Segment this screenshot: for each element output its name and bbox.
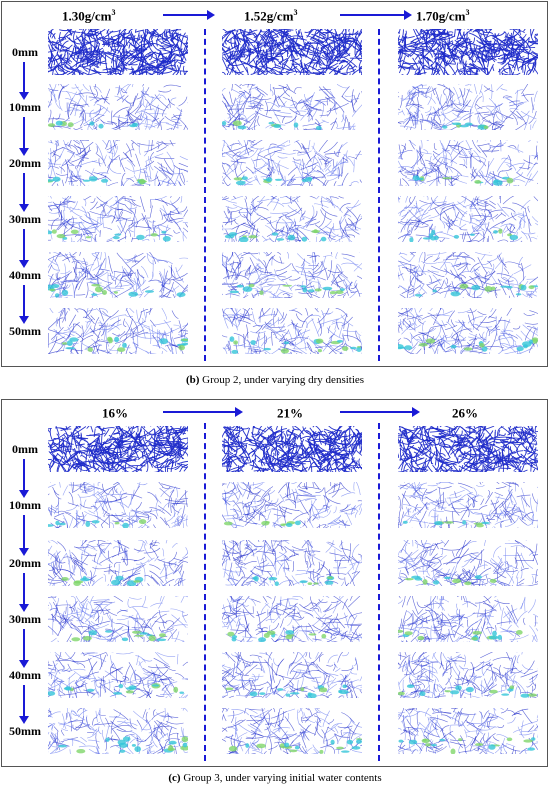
row-label: 20mm xyxy=(9,556,41,570)
fracture-network-image xyxy=(222,140,362,186)
fracture-network-image xyxy=(48,196,188,242)
caption-c: (c) Group 3, under varying initial water… xyxy=(168,772,382,784)
header-arrow-icon xyxy=(163,407,243,417)
column-header-3: 26% xyxy=(452,405,478,421)
row-label: 50mm xyxy=(9,724,41,738)
fracture-network-image xyxy=(48,426,188,472)
fracture-network-image xyxy=(398,708,538,754)
column-header-2: 1.52g/cm3 xyxy=(244,8,298,24)
fracture-network-image xyxy=(222,652,362,698)
row-label: 10mm xyxy=(9,498,41,512)
row-label: 10mm xyxy=(9,100,41,114)
fracture-network-image xyxy=(48,252,188,298)
fracture-network-image xyxy=(398,652,538,698)
fracture-network-image xyxy=(48,652,188,698)
fracture-network-image xyxy=(48,708,188,754)
row-label: 50mm xyxy=(9,324,41,338)
fracture-network-image xyxy=(222,482,362,528)
dashed-divider xyxy=(378,29,380,361)
fracture-network-image xyxy=(222,426,362,472)
fracture-network-image xyxy=(398,252,538,298)
down-arrow-icon xyxy=(19,62,29,100)
fracture-network-image xyxy=(398,596,538,642)
fracture-network-image xyxy=(48,29,188,75)
fracture-network-image xyxy=(398,29,538,75)
dashed-divider xyxy=(204,423,206,761)
fracture-network-image xyxy=(48,540,188,586)
fracture-network-image xyxy=(222,540,362,586)
row-label: 0mm xyxy=(12,442,38,456)
row-label: 30mm xyxy=(9,212,41,226)
down-arrow-icon xyxy=(19,573,29,612)
fracture-network-image xyxy=(222,84,362,130)
fracture-network-image xyxy=(398,426,538,472)
row-label: 30mm xyxy=(9,612,41,626)
header-arrow-icon xyxy=(163,10,215,20)
down-arrow-icon xyxy=(19,229,29,268)
fracture-network-image xyxy=(222,708,362,754)
fracture-network-image xyxy=(222,252,362,298)
fracture-network-image xyxy=(398,482,538,528)
fracture-network-image xyxy=(48,596,188,642)
fracture-network-image xyxy=(398,140,538,186)
dashed-divider xyxy=(204,29,206,361)
down-arrow-icon xyxy=(19,459,29,498)
header-arrow-icon xyxy=(340,10,412,20)
down-arrow-icon xyxy=(19,117,29,156)
fracture-network-image xyxy=(222,29,362,75)
fracture-network-image xyxy=(222,596,362,642)
fracture-network-image xyxy=(48,140,188,186)
down-arrow-icon xyxy=(19,515,29,556)
dashed-divider xyxy=(378,423,380,761)
row-label: 0mm xyxy=(12,45,38,59)
row-label: 40mm xyxy=(9,668,41,682)
fracture-network-image xyxy=(398,540,538,586)
column-header-3: 1.70g/cm3 xyxy=(416,8,470,24)
fracture-network-image xyxy=(398,84,538,130)
fracture-network-image xyxy=(222,308,362,354)
fracture-network-image xyxy=(398,308,538,354)
down-arrow-icon xyxy=(19,629,29,668)
down-arrow-icon xyxy=(19,685,29,724)
column-header-1: 1.30g/cm3 xyxy=(62,8,116,24)
fracture-network-image xyxy=(398,196,538,242)
fracture-network-image xyxy=(48,482,188,528)
down-arrow-icon xyxy=(19,173,29,212)
column-header-2: 21% xyxy=(277,405,303,421)
row-label: 20mm xyxy=(9,156,41,170)
header-arrow-icon xyxy=(340,407,420,417)
fracture-network-image xyxy=(222,196,362,242)
down-arrow-icon xyxy=(19,285,29,324)
caption-b: (b) Group 2, under varying dry densities xyxy=(185,374,365,386)
row-label: 40mm xyxy=(9,268,41,282)
fracture-network-image xyxy=(48,308,188,354)
column-header-1: 16% xyxy=(102,405,128,421)
fracture-network-image xyxy=(48,84,188,130)
